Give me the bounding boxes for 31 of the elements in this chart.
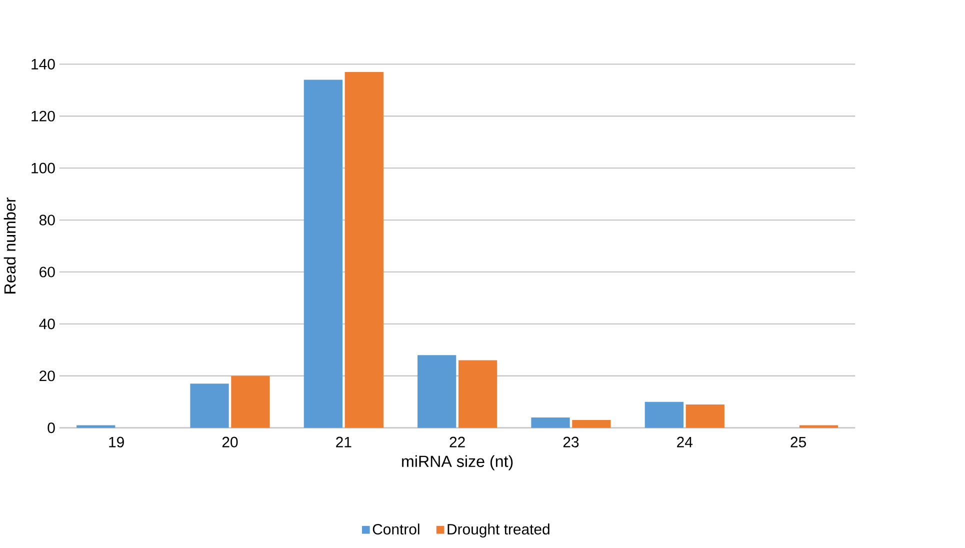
y-tick-label: 100: [32, 162, 55, 174]
x-axis-title: miRNA size (nt): [402, 455, 513, 470]
y-tick-label: 20: [40, 370, 55, 382]
x-tick-label: 21: [336, 436, 352, 448]
x-tick-label: 19: [109, 436, 124, 448]
bar: [304, 80, 343, 428]
y-tick-label: 80: [39, 214, 55, 226]
legend-label: Drought treated: [448, 523, 550, 538]
y-tick-label: 60: [40, 266, 55, 278]
bar: [799, 425, 838, 428]
legend-label: Control: [372, 523, 420, 534]
bar: [531, 417, 570, 428]
bar: [686, 404, 724, 428]
bar: [418, 354, 456, 428]
x-tick-label: 23: [563, 436, 579, 448]
x-tick-label: 24: [677, 436, 693, 448]
y-tick-label: 40: [39, 318, 55, 330]
bar: [644, 402, 684, 428]
y-tick-label: 120: [32, 110, 55, 122]
y-axis-title: Read number: [4, 197, 16, 294]
bar: [458, 360, 498, 428]
x-tick-label: 20: [222, 436, 238, 448]
bar: [231, 376, 270, 428]
bar: [190, 384, 229, 428]
x-tick-label: 25: [790, 436, 806, 448]
bar: [572, 420, 611, 428]
bar: [76, 425, 116, 428]
y-tick-label: 140: [32, 58, 55, 70]
x-tick-label: 22: [450, 436, 465, 448]
bar: [344, 72, 384, 428]
y-tick-label: 0: [48, 422, 55, 433]
